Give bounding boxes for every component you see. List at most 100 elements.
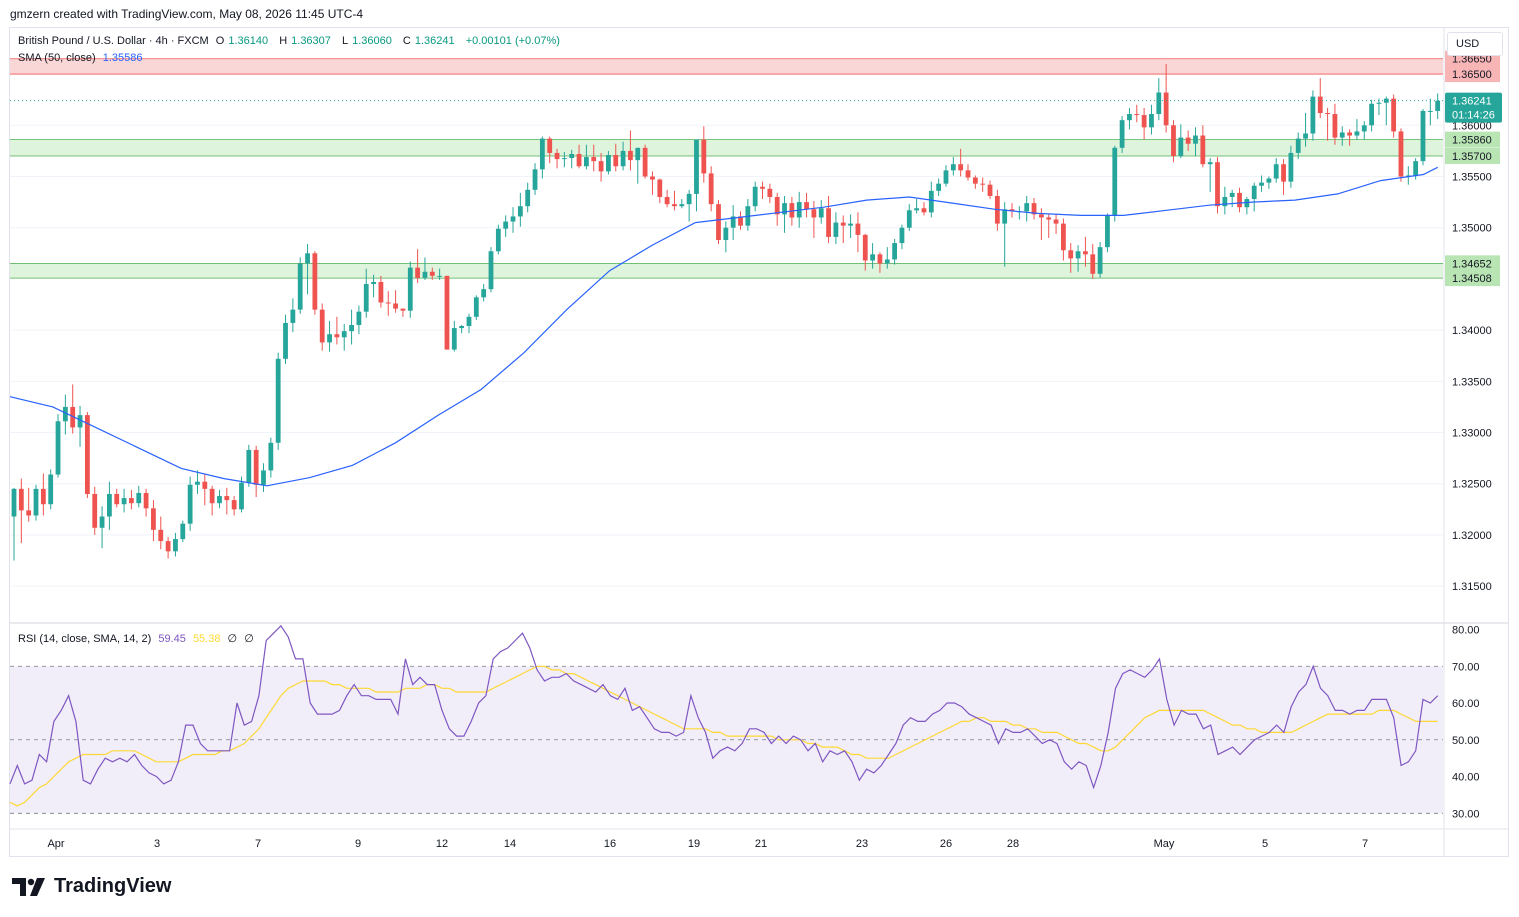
candle-up bbox=[914, 208, 920, 211]
candle-up bbox=[833, 222, 839, 237]
open-value: O 1.36140 bbox=[215, 35, 269, 47]
candle-up bbox=[539, 138, 545, 170]
rsi-extra-1: ∅ bbox=[227, 633, 238, 645]
candle-down bbox=[1068, 250, 1074, 259]
candle-up bbox=[466, 316, 472, 327]
candle-down bbox=[547, 138, 553, 153]
candle-down bbox=[385, 302, 391, 304]
candle-up bbox=[473, 297, 479, 317]
candle-up bbox=[341, 331, 347, 338]
candle-down bbox=[598, 161, 604, 172]
rsi-tick-label: 80.00 bbox=[1452, 625, 1480, 637]
sma-50-line bbox=[9, 166, 1438, 487]
price-tick-label: 1.33000 bbox=[1452, 428, 1492, 440]
candle-up bbox=[1112, 147, 1118, 216]
zone-price-label: 1.35700 bbox=[1452, 151, 1492, 163]
candle-down bbox=[18, 488, 24, 511]
candle-down bbox=[576, 153, 582, 167]
candle-down bbox=[965, 170, 971, 178]
candle-up bbox=[11, 488, 17, 517]
time-tick-label: May bbox=[1154, 838, 1175, 850]
high-value: H 1.36307 bbox=[279, 35, 331, 47]
candle-down bbox=[378, 281, 384, 303]
candle-up bbox=[356, 311, 362, 325]
rsi-extra-2: ∅ bbox=[244, 633, 254, 645]
zone-price-tag bbox=[1445, 148, 1500, 165]
candle-down bbox=[804, 202, 809, 210]
candle-up bbox=[906, 210, 912, 228]
rsi-legend: RSI (14, close, SMA, 14, 2) 59.45 55.38 … bbox=[18, 632, 258, 645]
candle-down bbox=[921, 208, 927, 213]
candle-down bbox=[1031, 203, 1037, 215]
low-value: L 1.36060 bbox=[341, 35, 392, 47]
candle-up bbox=[297, 263, 303, 310]
candle-up bbox=[1361, 125, 1367, 132]
candle-down bbox=[554, 152, 560, 160]
sma-label[interactable]: SMA (50, close) bbox=[18, 52, 96, 64]
candle-down bbox=[1061, 223, 1066, 251]
candle-up bbox=[1295, 138, 1301, 153]
candle-up bbox=[936, 183, 942, 191]
candle-up bbox=[1310, 96, 1316, 134]
candle-up bbox=[173, 539, 178, 552]
currency-button[interactable]: USD bbox=[1447, 32, 1503, 56]
candle-up bbox=[407, 267, 413, 311]
candle-down bbox=[826, 208, 831, 237]
support-zone bbox=[10, 139, 1443, 157]
candle-up bbox=[121, 498, 127, 505]
candle-up bbox=[884, 259, 890, 264]
candle-down bbox=[980, 183, 986, 185]
candle-up bbox=[261, 470, 266, 485]
candle-up bbox=[305, 253, 310, 264]
candle-down bbox=[1163, 92, 1169, 126]
candle-up bbox=[1288, 152, 1294, 182]
chart-frame bbox=[9, 27, 1509, 857]
candle-down bbox=[760, 186, 765, 189]
candle-up bbox=[275, 358, 281, 443]
candle-up bbox=[1420, 110, 1426, 162]
candle-down bbox=[224, 496, 230, 501]
candle-up bbox=[136, 492, 142, 504]
candle-up bbox=[723, 227, 729, 240]
tradingview-logo[interactable]: TradingView bbox=[12, 875, 171, 898]
candle-up bbox=[1222, 196, 1228, 207]
candle-down bbox=[165, 541, 171, 552]
zone-price-tag bbox=[1445, 255, 1500, 272]
candle-up bbox=[1266, 178, 1272, 183]
candle-down bbox=[393, 303, 398, 309]
candle-down bbox=[672, 204, 677, 207]
candle-down bbox=[1325, 113, 1330, 115]
price-tick-label: 1.32500 bbox=[1452, 479, 1492, 491]
candle-down bbox=[1090, 254, 1096, 274]
zone-price-tag bbox=[1445, 131, 1500, 148]
candle-up bbox=[422, 271, 428, 278]
symbol-label[interactable]: British Pound / U.S. Dollar · 4h · FXCM bbox=[18, 35, 209, 47]
time-tick-label: Apr bbox=[47, 838, 64, 850]
candle-down bbox=[642, 147, 648, 177]
candle-up bbox=[730, 216, 736, 228]
candle-down bbox=[767, 188, 773, 197]
time-tick-label: 3 bbox=[154, 838, 160, 850]
price-tick-label: 1.35500 bbox=[1452, 172, 1492, 184]
time-tick-label: 16 bbox=[604, 838, 616, 850]
candle-down bbox=[70, 406, 76, 428]
candle-up bbox=[1354, 131, 1360, 136]
candle-down bbox=[1237, 192, 1242, 208]
candle-down bbox=[84, 415, 90, 494]
price-tick-label: 1.31500 bbox=[1452, 581, 1492, 593]
candle-up bbox=[510, 216, 516, 222]
candle-up bbox=[180, 523, 186, 540]
time-tick-label: 23 bbox=[856, 838, 868, 850]
candle-down bbox=[1134, 114, 1140, 116]
candle-up bbox=[283, 322, 288, 359]
candle-down bbox=[26, 510, 32, 516]
candle-up bbox=[363, 284, 369, 312]
zone-price-label: 1.34652 bbox=[1452, 258, 1492, 270]
candle-down bbox=[701, 139, 707, 174]
candle-up bbox=[635, 147, 641, 161]
candle-down bbox=[716, 204, 721, 240]
candle-down bbox=[840, 222, 846, 226]
candle-down bbox=[1398, 131, 1404, 177]
rsi-label[interactable]: RSI (14, close, SMA, 14, 2) bbox=[18, 633, 152, 645]
